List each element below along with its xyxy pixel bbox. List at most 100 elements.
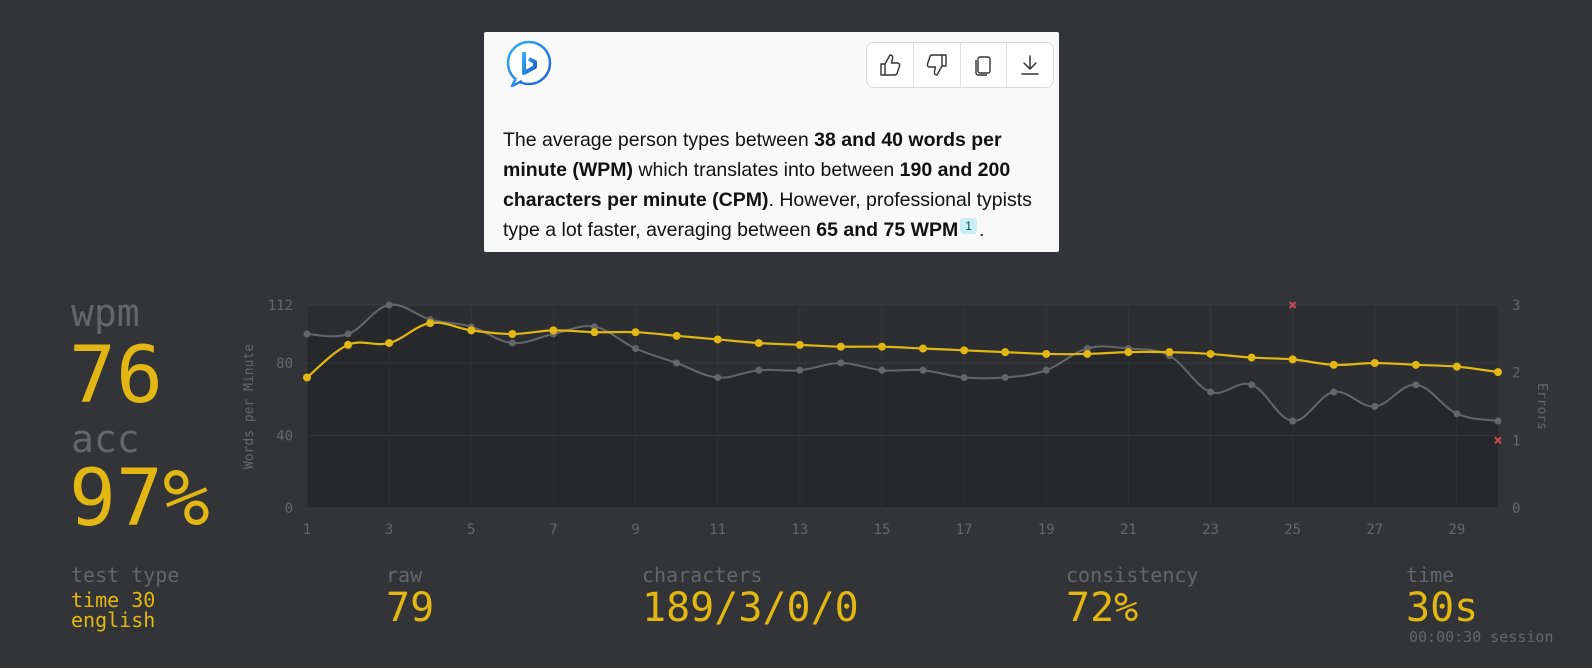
x-tick-label: 21 [1120,522,1137,538]
message-text: The average person types between [503,129,815,151]
response-text: The average person types between 38 and … [503,125,1043,245]
wpm-data-point [1206,349,1215,358]
chat-response-card: The average person types between 38 and … [484,32,1059,252]
test-type-label: test type [71,563,180,587]
export-button[interactable] [1007,43,1053,87]
raw-data-point [1248,381,1256,389]
error-marker [1288,301,1297,309]
wpm-data-point [877,342,886,351]
copy-icon [975,56,992,76]
message-bold: 38 and 40 words per minute (WPM) [503,129,1002,181]
wpm-data-point [754,339,763,348]
wpm-data-point [467,326,476,335]
thumbs-down-icon [926,54,947,76]
characters-label: characters [642,563,763,587]
wpm-data-point [1083,349,1092,358]
wpm-data-point [426,319,435,328]
test-type-mode: time 30 [71,588,156,612]
raw-data-point [960,374,968,381]
wpm-data-point [1494,368,1502,377]
session-time: 00:00:30 session [1409,628,1554,646]
bing-chat-icon [506,40,552,88]
raw-data-point [1042,366,1050,374]
time-label: time [1406,563,1455,587]
test-type-language: english [71,608,156,632]
wpm-data-point [1370,359,1379,367]
acc-value: 97% [69,454,210,544]
raw-data-point [878,366,886,374]
wpm-label: wpm [71,291,140,335]
raw-data-point [755,366,763,374]
plot-area [307,305,1498,508]
x-tick-label: 29 [1449,522,1466,538]
wpm-data-point [1001,348,1010,357]
time-value: 30s [1406,585,1479,631]
raw-data-point [1494,417,1502,425]
raw-data-point [508,339,516,347]
wpm-data-point [836,342,845,351]
x-tick-label: 23 [1202,522,1219,538]
error-marker [1494,436,1502,445]
chart-grid [306,304,1498,509]
thumbs-up-icon [880,54,901,76]
raw-data-point [1330,388,1338,396]
wpm-data-point [590,328,599,337]
like-button[interactable] [867,43,914,87]
wpm-data-point [344,340,353,349]
y-axis-label: Words per Minute [242,344,257,469]
x-tick-label: 15 [874,522,891,538]
characters-value: 189/3/0/0 [642,585,859,631]
y2-axis-label: Errors [1534,383,1549,430]
x-tick-label: 19 [1038,522,1055,538]
consistency-value: 72% [1066,585,1139,631]
acc-label: acc [71,417,140,461]
copy-button[interactable] [961,43,1008,87]
y2-tick-label: 3 [1512,298,1520,314]
raw-data-point [1412,381,1420,389]
y-tick-label: 80 [276,356,293,372]
wpm-data-point [303,373,311,382]
y2-tick-label: 2 [1512,366,1520,382]
raw-data-point [344,330,352,338]
y2-tick-label: 0 [1512,501,1520,517]
citation-badge[interactable]: 1 [960,218,977,234]
wpm-data-point [549,326,558,335]
raw-data-point [1001,374,1009,381]
wpm-data-point [1288,355,1297,364]
y-tick-label: 40 [276,429,293,445]
raw-data-point [385,301,393,309]
wpm-data-point [1452,362,1461,371]
x-tick-label: 27 [1366,522,1383,538]
wpm-data-point [631,328,640,337]
raw-label: raw [386,563,423,587]
x-tick-label: 11 [709,522,726,538]
wpm-data-point [508,330,517,338]
x-tick-label: 3 [385,522,393,538]
raw-data-point [796,366,804,374]
x-tick-label: 17 [956,522,973,538]
message-text: which translates into between [632,159,900,181]
raw-series-line [306,303,1499,423]
dislike-button[interactable] [914,43,961,87]
wpm-data-point [1124,348,1133,357]
x-tick-label: 7 [549,522,557,538]
wpm-value: 76 [69,331,163,421]
wpm-data-point [385,339,394,348]
raw-data-point [837,359,845,367]
response-actions [866,42,1054,88]
wpm-data-point [672,331,681,340]
wpm-data-point [1165,348,1174,357]
raw-data-point [590,323,598,331]
raw-data-point [1453,410,1461,418]
message-text: . [978,219,985,241]
raw-data-point [714,374,722,381]
wpm-data-point [1247,353,1256,362]
x-tick-label: 13 [791,522,808,538]
x-tick-label: 9 [631,522,639,538]
x-tick-label: 5 [467,522,475,538]
message-bold: 65 and 75 WPM [816,219,959,241]
raw-data-point [1083,345,1091,352]
download-icon [1021,55,1039,75]
y-tick-label: 0 [285,501,293,517]
